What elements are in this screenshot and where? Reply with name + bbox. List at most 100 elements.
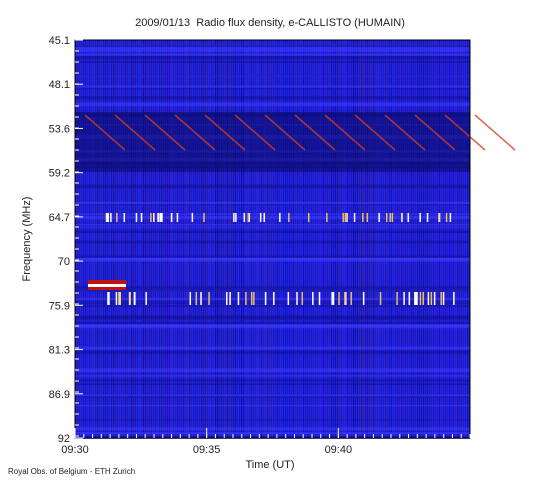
burst — [422, 292, 424, 305]
row — [75, 405, 470, 407]
row — [75, 286, 470, 290]
burst — [403, 292, 405, 305]
column — [225, 40, 227, 438]
column — [91, 40, 93, 438]
column — [463, 40, 465, 438]
column — [79, 40, 81, 438]
column — [453, 40, 455, 438]
burst — [226, 292, 228, 305]
column — [321, 40, 323, 438]
column — [119, 40, 121, 438]
y-tick-label: 92 — [58, 433, 70, 445]
row — [75, 427, 470, 431]
column — [277, 40, 279, 438]
column — [259, 40, 261, 438]
column — [423, 40, 425, 438]
column — [261, 40, 263, 438]
y-tick-label: 45.1 — [49, 35, 70, 47]
column — [297, 40, 299, 438]
row — [75, 85, 470, 89]
burst — [407, 213, 410, 222]
column — [173, 40, 175, 438]
column — [349, 40, 351, 438]
burst — [107, 213, 110, 222]
burst — [415, 292, 417, 305]
row — [75, 48, 470, 52]
column — [239, 40, 241, 438]
column — [233, 40, 235, 438]
column — [161, 40, 163, 438]
column — [287, 40, 289, 438]
burst — [279, 213, 281, 222]
column — [335, 40, 337, 438]
column — [115, 40, 117, 438]
column — [125, 40, 127, 438]
burst — [427, 292, 430, 305]
drift — [354, 114, 396, 151]
column — [409, 40, 411, 438]
column — [151, 40, 153, 438]
burst — [287, 292, 290, 305]
column — [149, 40, 151, 438]
burst — [350, 292, 352, 305]
chart-title: 2009/01/13 Radio flux density, e-CALLIST… — [135, 17, 405, 29]
column — [329, 40, 331, 438]
column — [93, 40, 95, 438]
column — [213, 40, 215, 438]
burst — [208, 292, 210, 305]
column — [299, 40, 301, 438]
column — [281, 40, 283, 438]
column — [333, 40, 335, 438]
row — [75, 350, 470, 355]
y-tick-label: 70 — [58, 256, 70, 268]
column — [347, 40, 349, 438]
burst — [419, 292, 422, 305]
burst — [161, 213, 163, 222]
row — [75, 240, 470, 244]
row — [75, 230, 470, 233]
burst — [442, 292, 445, 305]
column — [435, 40, 437, 438]
drift — [84, 114, 126, 151]
burst — [345, 213, 348, 222]
column — [163, 40, 165, 438]
burst — [426, 213, 429, 222]
burst — [438, 213, 440, 222]
drift — [234, 114, 276, 151]
burst — [129, 292, 131, 305]
column — [415, 40, 417, 438]
burst — [107, 292, 109, 305]
row — [75, 53, 470, 57]
column — [383, 40, 385, 438]
burst — [288, 213, 290, 222]
column — [251, 40, 253, 438]
column — [265, 40, 267, 438]
burst — [248, 213, 250, 222]
burst — [245, 292, 247, 305]
burst — [203, 213, 205, 222]
column — [171, 40, 173, 438]
column — [231, 40, 233, 438]
burst — [153, 213, 155, 222]
column — [147, 40, 149, 438]
burst — [301, 292, 304, 305]
column — [117, 40, 119, 438]
column — [241, 40, 243, 438]
y-tick-label: 64.7 — [49, 212, 70, 224]
column — [441, 40, 443, 438]
column — [89, 40, 91, 438]
spectrogram — [75, 40, 516, 439]
column — [183, 40, 185, 438]
column — [369, 40, 371, 438]
column — [165, 40, 167, 438]
row — [75, 60, 470, 63]
column — [75, 40, 77, 438]
burst — [408, 292, 411, 305]
burst — [150, 213, 152, 222]
burst — [307, 213, 310, 222]
column — [401, 40, 403, 438]
burst — [237, 292, 240, 305]
burst — [449, 213, 452, 222]
burst — [385, 213, 388, 222]
burst — [353, 213, 356, 222]
